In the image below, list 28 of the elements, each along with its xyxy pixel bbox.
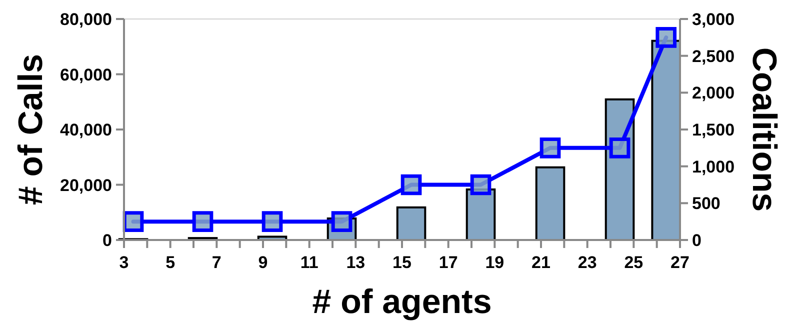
x-tick-label: 17	[438, 253, 458, 272]
x-tick-label: 13	[346, 253, 366, 272]
x-tick-label: 25	[624, 253, 644, 272]
y2-tick-label: 1,000	[692, 157, 735, 176]
y-tick-label: 60,000	[60, 65, 112, 84]
x-tick-label: 7	[212, 253, 222, 272]
x-tick-label: 19	[485, 253, 504, 272]
y2-tick-label: 0	[692, 231, 702, 250]
y2-axis-title: Coalitions	[745, 47, 783, 212]
x-tick-label: 23	[578, 253, 597, 272]
y-tick-label: 80,000	[60, 10, 112, 29]
x-tick-label: 3	[119, 253, 129, 272]
y-tick-label: 20,000	[60, 176, 112, 195]
y-tick-label: 40,000	[60, 120, 112, 140]
y-tick-label: 0	[102, 231, 112, 250]
y2-tick-label: 2,500	[692, 46, 735, 66]
y-axis-title: # of Calls	[12, 54, 50, 206]
x-axis-title: # of agents	[312, 283, 492, 321]
x-tick-label: 27	[670, 253, 690, 272]
y2-tick-label: 500	[692, 194, 720, 214]
x-tick-label: 5	[166, 253, 176, 272]
x-tick-label: 15	[392, 253, 412, 272]
x-tick-label: 11	[300, 253, 318, 272]
x-tick-label: 9	[258, 253, 268, 272]
y2-tick-label: 1,500	[692, 120, 735, 140]
y2-tick-label: 3,000	[692, 10, 735, 29]
x-tick-label: 21	[532, 253, 550, 272]
y2-tick-label: 2,000	[692, 84, 735, 103]
